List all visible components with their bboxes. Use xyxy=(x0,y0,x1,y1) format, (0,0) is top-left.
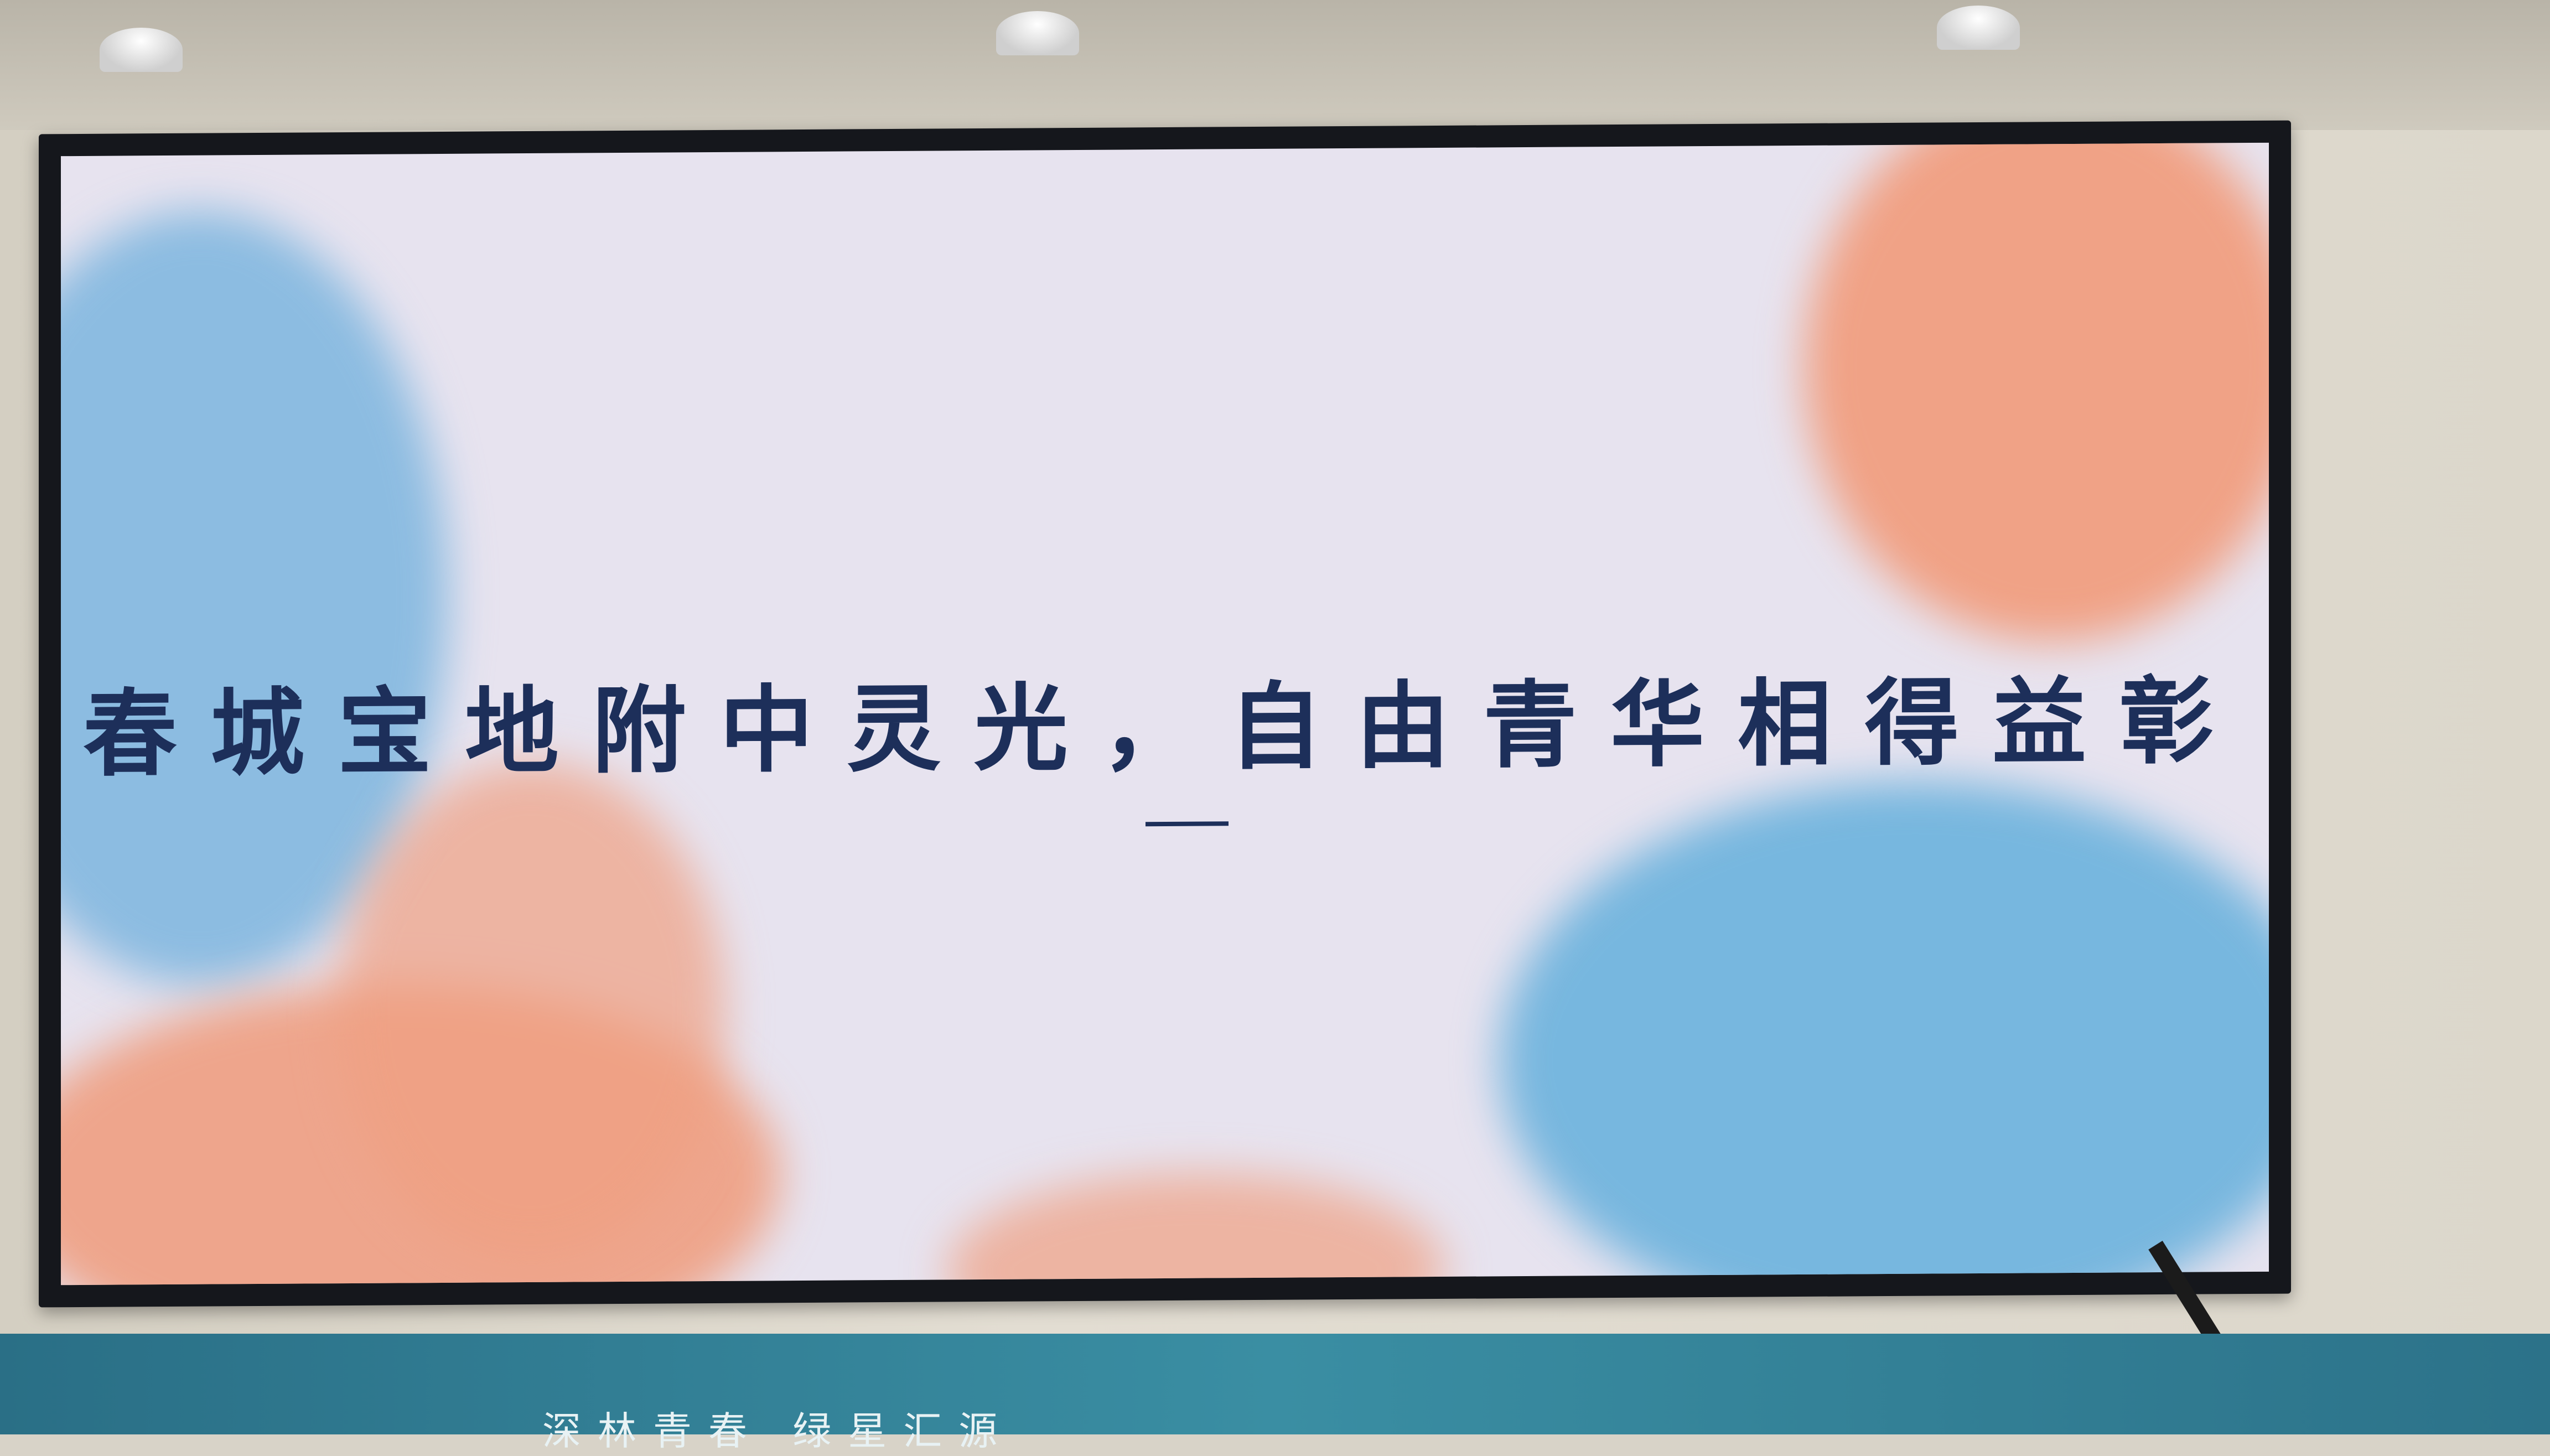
screen-slide: 春城宝地附中灵光，自由青华相得益彰 xyxy=(61,142,2269,1286)
title-underline xyxy=(1146,821,1229,827)
watercolor-orange-bottom-center xyxy=(946,1171,1444,1286)
banner-text: 深林青春 绿星汇源 xyxy=(542,1408,1014,1454)
led-screen: 春城宝地附中灵光，自由青华相得益彰 xyxy=(39,120,2291,1308)
watercolor-orange-mid-left xyxy=(338,760,725,1262)
watercolor-blue-right xyxy=(1500,779,2269,1286)
ceiling-lamp-icon xyxy=(996,11,1079,55)
ceiling-truss xyxy=(0,0,2550,130)
ceiling-lamp-icon xyxy=(100,28,183,72)
ceiling-lamp-icon xyxy=(1937,6,2020,50)
watercolor-orange-top-right xyxy=(1804,142,2269,644)
stage-banner xyxy=(0,1334,2550,1434)
slide-title: 春城宝地附中灵光，自由青华相得益彰 xyxy=(82,666,2247,790)
